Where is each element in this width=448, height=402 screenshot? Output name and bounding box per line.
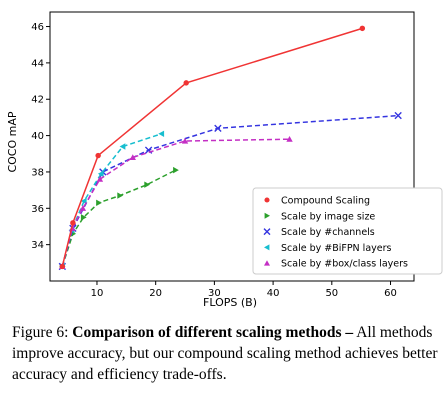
legend-label: Compound Scaling <box>281 196 370 207</box>
data-point <box>183 80 189 86</box>
series-scale-by-image-size <box>59 166 179 270</box>
y-tick-label: 42 <box>31 95 44 106</box>
data-point <box>394 111 402 120</box>
x-tick-label: 10 <box>91 288 104 299</box>
legend-marker <box>264 212 270 219</box>
data-point <box>181 137 189 144</box>
data-point <box>117 192 124 199</box>
y-tick-label: 34 <box>31 240 44 251</box>
x-tick-label: 50 <box>325 288 338 299</box>
legend-label: Scale by #BiFPN layers <box>281 243 392 254</box>
legend-label: Scale by #channels <box>281 227 375 238</box>
x-axis-label: FLOPS (B) <box>203 296 257 309</box>
caption-prefix: Figure 6: <box>12 324 69 341</box>
data-point <box>158 130 165 137</box>
data-point <box>96 199 102 207</box>
legend: Compound Scaling Scale by image size Scale… <box>252 187 443 275</box>
data-point <box>173 166 179 174</box>
legend-marker <box>264 244 270 251</box>
data-point <box>95 152 101 159</box>
y-tick-label: 44 <box>31 58 44 69</box>
data-point <box>214 124 222 133</box>
plot-frame <box>49 11 415 282</box>
y-tick-label: 36 <box>31 204 44 215</box>
data-point <box>80 214 87 221</box>
x-tick-label: 60 <box>384 288 397 299</box>
legend-marker <box>264 197 270 203</box>
data-point <box>119 143 126 150</box>
x-tick-label: 40 <box>267 288 280 299</box>
series-scale-by-bifpn-layers <box>59 130 165 270</box>
y-axis-label: COCO mAP <box>6 111 19 172</box>
series-line <box>61 133 162 267</box>
data-point <box>144 181 151 188</box>
y-tick-label: 46 <box>31 22 44 33</box>
scaling-comparison-chart: 10 20 30 40 50 60 34 36 38 40 42 44 46 Compound Scali… <box>6 11 443 309</box>
series-compound-scaling <box>59 25 366 270</box>
data-point <box>80 197 87 205</box>
caption-rest: All methods improve accuracy, but our co… <box>12 324 438 383</box>
figure-caption: Figure 6: Comparison of different scalin… <box>12 322 440 385</box>
caption-bold: Comparison of different scaling methods … <box>72 324 354 341</box>
data-point <box>97 170 104 177</box>
data-point <box>59 263 66 270</box>
series-line <box>61 169 176 267</box>
data-point <box>79 205 87 211</box>
data-point <box>70 220 76 226</box>
data-point <box>129 154 136 160</box>
data-point <box>286 136 293 142</box>
y-tick-label: 40 <box>31 131 44 142</box>
legend-marker <box>263 228 271 236</box>
y-tick-label: 38 <box>31 167 44 178</box>
x-tick-label: 30 <box>208 288 221 299</box>
legend-label: Scale by #box/class layers <box>281 259 408 270</box>
data-point <box>359 25 366 32</box>
legend-marker <box>264 260 270 266</box>
data-point <box>96 176 104 182</box>
x-tick-label: 20 <box>149 288 162 299</box>
legend-label: Scale by image size <box>281 211 375 222</box>
legend-box <box>252 187 443 275</box>
